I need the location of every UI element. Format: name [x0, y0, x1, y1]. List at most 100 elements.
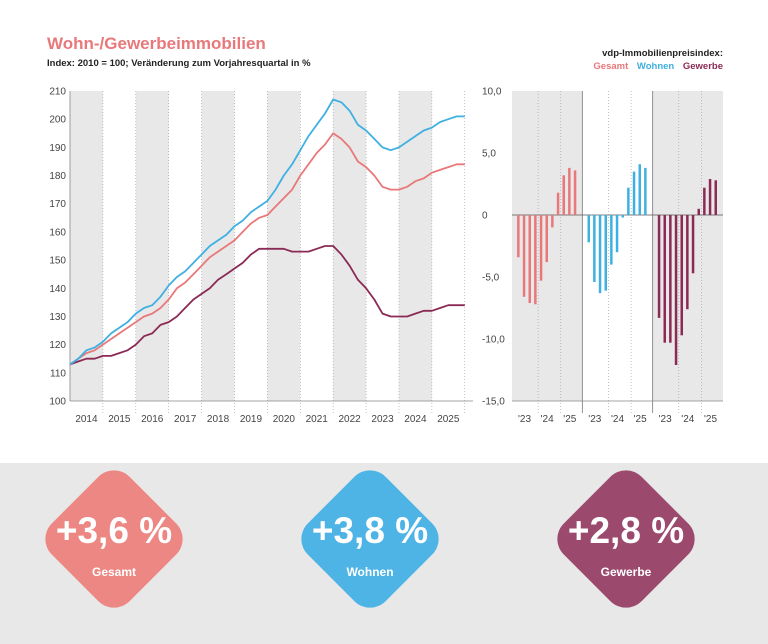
bar-y-tick-label: 0 — [482, 211, 488, 222]
bar-gewerbe — [703, 187, 706, 215]
bar-x-tick-label: '24 — [541, 414, 554, 425]
legend-item-wohnen: Wohnen — [636, 61, 675, 72]
x-tick-label: 2015 — [108, 414, 131, 425]
y-tick-label: 180 — [49, 171, 66, 182]
bar-gewerbe — [691, 215, 695, 274]
bar-gesamt — [517, 215, 520, 258]
series-line-gewerbe — [69, 245, 465, 366]
bar-wohnen — [644, 167, 647, 215]
x-tick-label: 2017 — [174, 414, 197, 425]
y-tick-label: 210 — [49, 87, 66, 98]
bar-gewerbe — [680, 215, 683, 336]
kpi-gewerbe: +2,8 % Gewerbe — [548, 461, 704, 617]
bar-wohnen — [627, 187, 630, 215]
bar-gesamt — [562, 175, 565, 215]
kpi-gesamt-label: Gesamt — [91, 565, 137, 579]
kpi-gesamt: +3,6 % Gesamt — [36, 461, 192, 617]
y-tick-label: 100 — [49, 397, 66, 408]
bar-gesamt — [556, 192, 560, 215]
bar-wohnen — [610, 215, 613, 265]
y-tick-label: 200 — [49, 115, 66, 126]
bar-wohnen — [604, 215, 607, 291]
chart-subtitle: Index: 2010 = 100; Veränderung zum Vorja… — [47, 58, 311, 69]
kpi-wohnen-label: Wohnen — [346, 565, 394, 579]
legend-item-gewerbe: Gewerbe — [682, 61, 723, 72]
y-tick-label: 140 — [49, 284, 66, 295]
y-tick-label: 110 — [50, 368, 66, 379]
bar-x-tick-label: '25 — [563, 414, 576, 425]
year-band — [135, 91, 169, 401]
bar-gewerbe — [686, 215, 689, 310]
chart-title: Wohn-/Gewerbeimmobilien — [47, 34, 266, 53]
bar-gesamt — [551, 215, 554, 228]
y-tick-label: 190 — [49, 143, 66, 154]
bar-y-tick-label: -15,0 — [482, 397, 505, 408]
bar-wohnen — [638, 164, 641, 215]
bar-gesamt — [522, 215, 526, 297]
bar-wohnen — [598, 215, 602, 294]
x-tick-label: 2019 — [240, 414, 263, 425]
bar-x-tick-label: '24 — [611, 414, 624, 425]
series-line-wohnen — [69, 98, 465, 366]
legend-item-gesamt: Gesamt — [593, 61, 629, 72]
series-line-gesamt — [69, 132, 465, 366]
bar-gewerbe — [697, 208, 700, 215]
bar-gesamt — [545, 215, 548, 263]
kpi-gesamt-value: +3,6 % — [55, 510, 173, 551]
bar-gesamt — [539, 215, 543, 281]
bar-wohnen — [593, 215, 596, 282]
x-tick-label: 2021 — [306, 414, 329, 425]
bar-x-tick-label: '25 — [634, 414, 647, 425]
bar-y-tick-label: 10,0 — [482, 87, 502, 98]
bar-gewerbe — [708, 179, 712, 215]
x-tick-label: 2020 — [273, 414, 296, 425]
bar-wohnen — [587, 215, 590, 243]
bar-x-tick-label: '24 — [681, 414, 694, 425]
bar-chart: 10,0 5,0 0 -5,0 -10,0 -15,0 '23 '24 '25 '23 '24 '25… — [482, 87, 723, 425]
bar-gesamt — [534, 215, 537, 305]
x-tick-label: 2023 — [371, 414, 394, 425]
bar-wohnen — [632, 171, 636, 215]
x-tick-label: 2025 — [437, 414, 460, 425]
bar-gewerbe — [669, 215, 672, 343]
kpi-gewerbe-value: +2,8 % — [567, 510, 685, 551]
year-band — [267, 91, 301, 401]
y-tick-label: 170 — [49, 199, 66, 210]
x-tick-label: 2018 — [207, 414, 230, 425]
bar-gesamt — [573, 170, 577, 215]
charts-canvas: 100 110 120 130 140 150 160 170 180 190 200 210 2014… — [49, 87, 723, 425]
bar-gewerbe — [657, 215, 661, 318]
x-tick-label: 2022 — [339, 414, 362, 425]
bar-y-tick-label: -10,0 — [482, 335, 505, 346]
legend: Gesamt Wohnen Gewerbe — [587, 61, 723, 72]
bar-gesamt — [528, 215, 531, 303]
y-tick-label: 160 — [49, 227, 66, 238]
legend-title: vdp-Immobilienpreisindex: — [602, 48, 723, 59]
bar-wohnen — [621, 215, 624, 218]
bar-gesamt — [568, 167, 571, 215]
x-tick-label: 2016 — [141, 414, 164, 425]
bar-wohnen — [615, 215, 619, 253]
bar-x-tick-label: '25 — [704, 414, 717, 425]
kpi-gewerbe-label: Gewerbe — [600, 565, 652, 579]
kpi-wohnen: +3,8 % Wohnen — [292, 461, 448, 617]
bar-y-tick-label: 5,0 — [482, 149, 496, 160]
x-tick-label: 2024 — [404, 414, 427, 425]
year-band — [201, 91, 235, 401]
y-tick-label: 130 — [49, 312, 66, 323]
y-tick-label: 150 — [49, 256, 66, 267]
year-band — [70, 91, 103, 401]
bar-x-tick-label: '23 — [518, 414, 531, 425]
bar-y-tick-label: -5,0 — [482, 273, 500, 284]
line-chart: 100 110 120 130 140 150 160 170 180 190 200 210 2014… — [49, 87, 473, 425]
kpi-wohnen-value: +3,8 % — [311, 510, 429, 551]
year-band — [398, 91, 432, 401]
bar-x-tick-label: '23 — [588, 414, 601, 425]
y-tick-label: 120 — [49, 340, 66, 351]
x-tick-label: 2014 — [75, 414, 98, 425]
year-band — [333, 91, 367, 401]
bar-gewerbe — [714, 180, 717, 215]
bar-gewerbe — [663, 215, 666, 343]
bar-x-tick-label: '23 — [659, 414, 672, 425]
bar-gewerbe — [674, 215, 678, 365]
